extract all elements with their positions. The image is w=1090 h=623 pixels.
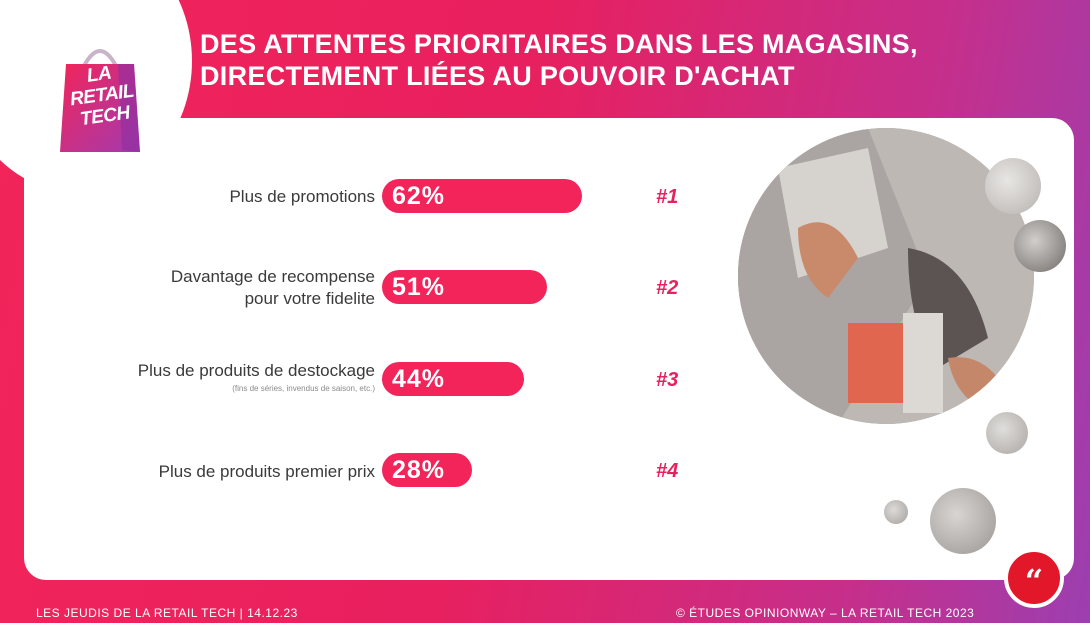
title-line-2: DIRECTEMENT LIÉES AU POUVOIR D'ACHAT: [200, 61, 795, 91]
page-title: DES ATTENTES PRIORITAIRES DANS LES MAGAS…: [200, 28, 1080, 92]
bar-value-2: 51%: [392, 273, 446, 301]
bar-label-3-sublabel: (fins de séries, invendus de saison, etc…: [232, 384, 375, 393]
bar-label-4: Plus de produits premier prix: [159, 461, 375, 483]
bar-value-4: 28%: [392, 456, 446, 484]
bar-value-3: 44%: [392, 365, 446, 393]
decorative-bubble-2: [1014, 220, 1066, 272]
decorative-bubble-3: [986, 412, 1028, 454]
decorative-bubble-4: [930, 488, 996, 554]
bar-label-3-line-1: Plus de produits de destockage: [137, 361, 375, 380]
bar-2: 51%: [382, 270, 547, 304]
rank-1: #1: [656, 186, 679, 208]
bar-4: 28%: [382, 453, 472, 487]
rank-3: #3: [656, 369, 679, 391]
bar-label-4-line-1: Plus de produits premier prix: [158, 462, 375, 481]
rank-4: #4: [656, 460, 679, 482]
bar-3: 44%: [382, 362, 524, 396]
footer-left: LES JEUDIS DE LA RETAIL TECH | 14.12.23: [36, 606, 298, 620]
footer-right: © ÉTUDES OPINIONWAY – LA RETAIL TECH 202…: [676, 606, 975, 620]
bar-label-2-line-2: pour votre fidelite: [244, 289, 375, 308]
bar-label-1-line-1: Plus de promotions: [229, 187, 375, 206]
bar-label-1: Plus de promotions: [229, 186, 375, 208]
bar-value-1: 62%: [392, 182, 446, 210]
decorative-bubble-1: [985, 158, 1041, 214]
quote-icon[interactable]: “: [1004, 548, 1064, 608]
shopping-photo-illustration: [738, 128, 1034, 424]
shopping-bag-icon: [60, 49, 140, 152]
rank-2: #2: [656, 277, 679, 299]
bar-1: 62%: [382, 179, 582, 213]
title-line-1: DES ATTENTES PRIORITAIRES DANS LES MAGAS…: [200, 29, 918, 59]
bar-label-2: Davantage de recompense pour votre fidel…: [171, 266, 375, 310]
shopping-photo: [738, 128, 1034, 424]
bar-label-3: Plus de produits de destockage (fins de …: [138, 360, 375, 394]
bar-label-2-line-1: Davantage de recompense: [170, 267, 375, 286]
decorative-bubble-5: [884, 500, 908, 524]
